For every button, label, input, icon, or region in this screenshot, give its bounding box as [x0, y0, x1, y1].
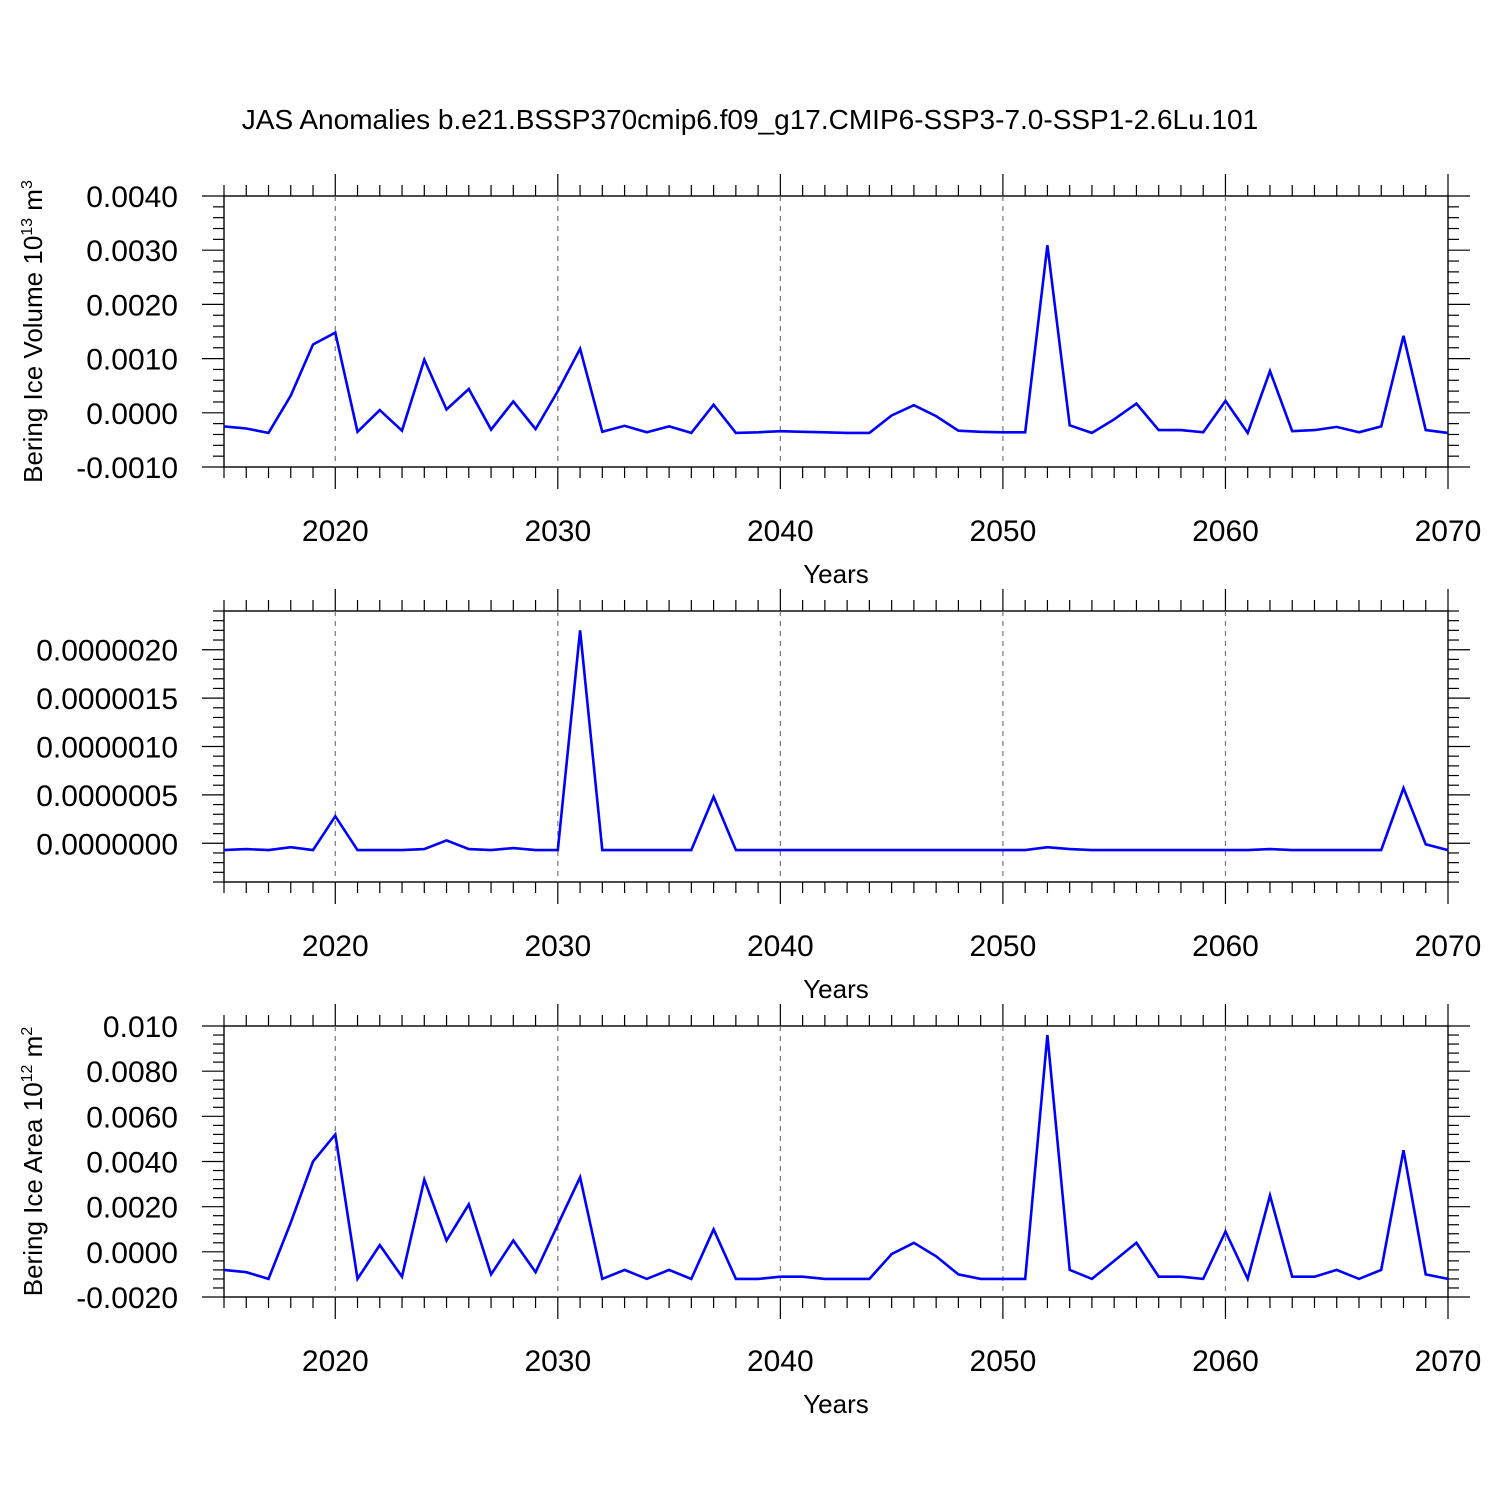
y-tick-label: -0.0020 [76, 1282, 178, 1315]
x-tick-label: 2050 [970, 930, 1037, 963]
x-tick-label: 2060 [1192, 515, 1259, 548]
chart-panel-1: 2020 2030 2040 2050 2060 2070 Years 0.0040 0.003… [18, 174, 1481, 589]
y-tick-label: 0.0000000 [36, 828, 178, 861]
series-line [223, 1034, 1449, 1283]
x-tick-label: 2040 [747, 930, 814, 963]
y-tick-label: -0.0010 [76, 452, 178, 485]
y-tick-label: 0.0000020 [36, 635, 178, 668]
y-tick-label: 0.0000 [86, 1237, 178, 1270]
plot-frame [223, 610, 1449, 883]
x-tick-label: 2040 [747, 515, 814, 548]
x-tick-label: 2070 [1415, 1345, 1482, 1378]
y-tick-label: 0.0000005 [36, 780, 178, 813]
x-tick-label: 2070 [1415, 930, 1482, 963]
y-tick-label: 0.0080 [86, 1056, 178, 1089]
y-tick-label: 0.0010 [86, 344, 178, 377]
x-tick-label: 2070 [1415, 515, 1482, 548]
chart-panel-2: 2020 2030 2040 2050 2060 2070 Years 0.0000020 0.… [36, 589, 1481, 1004]
plot-frame [223, 195, 1449, 468]
chart-panel-3: 2020 2030 2040 2050 2060 2070 Years 0.010 0.0080… [18, 1004, 1481, 1419]
series-line [223, 630, 1449, 852]
y-tick-label: 0.0000015 [36, 683, 178, 716]
y-axis-title: Bering Ice Volume 1013 m3 [18, 180, 48, 483]
y-axis-title: Bering Ice Area 1012 m2 [18, 1027, 48, 1297]
x-tick-label: 2030 [524, 930, 591, 963]
x-tick-label: 2040 [747, 1345, 814, 1378]
page-title: JAS Anomalies b.e21.BSSP370cmip6.f09_g17… [241, 104, 1259, 135]
y-tick-label: 0.0000010 [36, 732, 178, 765]
x-tick-label: 2020 [302, 515, 369, 548]
x-tick-label: 2060 [1192, 930, 1259, 963]
y-tick-label: 0.0020 [86, 289, 178, 322]
series-line [223, 245, 1449, 436]
y-tick-label: 0.0000 [86, 398, 178, 431]
x-tick-label: 2030 [524, 515, 591, 548]
x-axis-title: Years [803, 1389, 869, 1419]
y-tick-label: 0.0030 [86, 235, 178, 268]
x-tick-label: 2020 [302, 1345, 369, 1378]
x-tick-label: 2050 [970, 515, 1037, 548]
y-tick-label: 0.0040 [86, 181, 178, 214]
x-axis-title: Years [803, 559, 869, 589]
x-tick-label: 2030 [524, 1345, 591, 1378]
y-tick-label: 0.0060 [86, 1101, 178, 1134]
y-tick-label: 0.0040 [86, 1147, 178, 1180]
y-tick-label: 0.0020 [86, 1192, 178, 1225]
x-tick-label: 2050 [970, 1345, 1037, 1378]
x-axis-title: Years [803, 974, 869, 1004]
x-tick-label: 2060 [1192, 1345, 1259, 1378]
x-tick-label: 2020 [302, 930, 369, 963]
y-tick-label: 0.010 [103, 1011, 178, 1044]
